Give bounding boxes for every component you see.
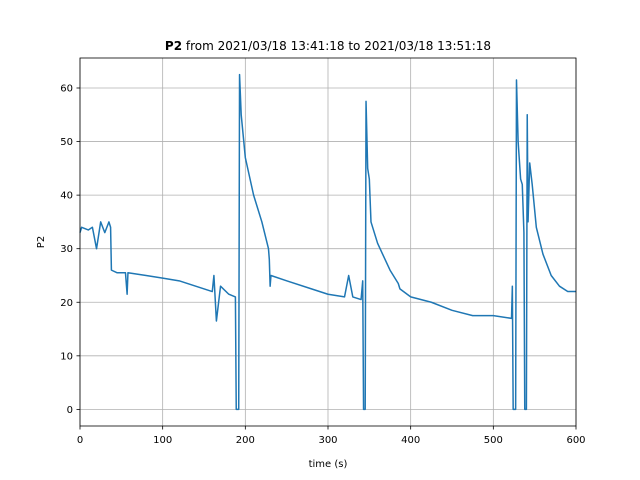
x-tick-label: 100 [153,435,172,446]
x-tick-label: 200 [236,435,255,446]
plot [79,73,576,411]
x-tick-label: 500 [484,435,503,446]
data-line [79,73,576,411]
y-tick-label: 60 [60,83,73,94]
y-tick-label: 20 [60,298,73,309]
x-tick-label: 400 [401,435,420,446]
y-tick-label: 30 [60,244,73,255]
y-tick-label: 50 [60,137,73,148]
chart-title: P2 from 2021/03/18 13:41:18 to 2021/03/1… [165,39,491,53]
title-name: P2 [165,39,182,53]
x-tick-label: 300 [318,435,337,446]
y-axis-label: P2 [36,236,47,248]
y-tick-label: 10 [60,351,73,362]
y-tick-label: 0 [67,405,73,416]
title-rest: from 2021/03/18 13:41:18 to 2021/03/18 1… [186,39,491,53]
x-axis-label: time (s) [309,459,348,470]
y-tick-label: 40 [60,191,73,202]
grid [79,58,577,426]
x-tick-label: 600 [566,435,585,446]
x-tick-label: 0 [77,435,83,446]
